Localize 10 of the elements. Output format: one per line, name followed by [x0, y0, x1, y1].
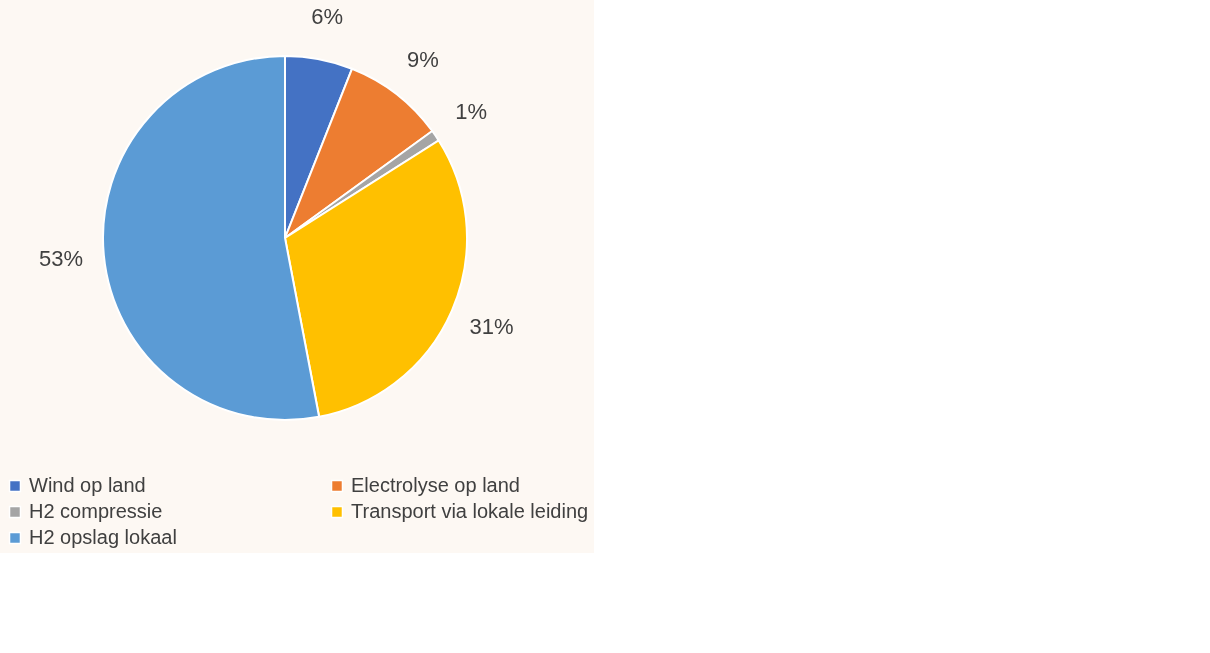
data-label: 53%	[38, 246, 84, 272]
legend-label: H2 compressie	[29, 500, 163, 522]
legend-label: Transport via lokale leiding	[351, 500, 589, 522]
legend-label: Wind op land	[29, 474, 146, 496]
legend-label: H2 opslag lokaal	[29, 526, 177, 548]
data-label: 31%	[469, 314, 514, 340]
data-label: 9%	[407, 47, 439, 73]
data-label: 6%	[311, 3, 344, 29]
legend-label: Electrolyse op land	[351, 474, 520, 496]
data-label: 1%	[455, 98, 487, 124]
